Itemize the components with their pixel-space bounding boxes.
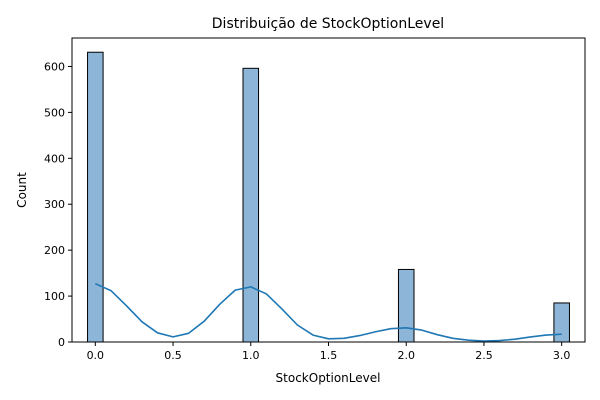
y-tick-label: 500 [44,106,65,119]
kde-line [94,282,562,342]
y-tick-label: 400 [44,152,65,165]
bar-1 [242,67,260,343]
y-tick-label: 300 [44,198,65,211]
y-tick-label: 0 [58,336,65,349]
x-tick-label: 1.5 [320,349,338,362]
y-axis-ticks: 0 100 200 300 400 500 600 [44,60,72,349]
plot-frame [71,37,586,343]
x-tick-label: 0.5 [164,349,182,362]
bars-group [87,51,570,343]
y-axis-label: Count [15,172,29,208]
y-tick-label: 100 [44,290,65,303]
chart-title: Distribuição de StockOptionLevel [212,16,444,32]
x-tick-label: 3.0 [553,349,571,362]
y-tick-label: 200 [44,244,65,257]
x-tick-label: 2.0 [397,349,415,362]
bar-2 [397,268,415,343]
x-tick-label: 0.0 [87,349,105,362]
bar-0 [87,51,104,343]
x-axis-label: StockOptionLevel [276,371,381,385]
x-tick-label: 2.5 [475,349,493,362]
y-tick-label: 600 [44,60,65,73]
kde-group [94,282,562,342]
x-tick-label: 1.0 [242,349,260,362]
bar-3 [553,302,570,343]
x-axis-ticks: 0.0 0.5 1.0 1.5 2.0 2.5 3.0 [87,342,571,362]
